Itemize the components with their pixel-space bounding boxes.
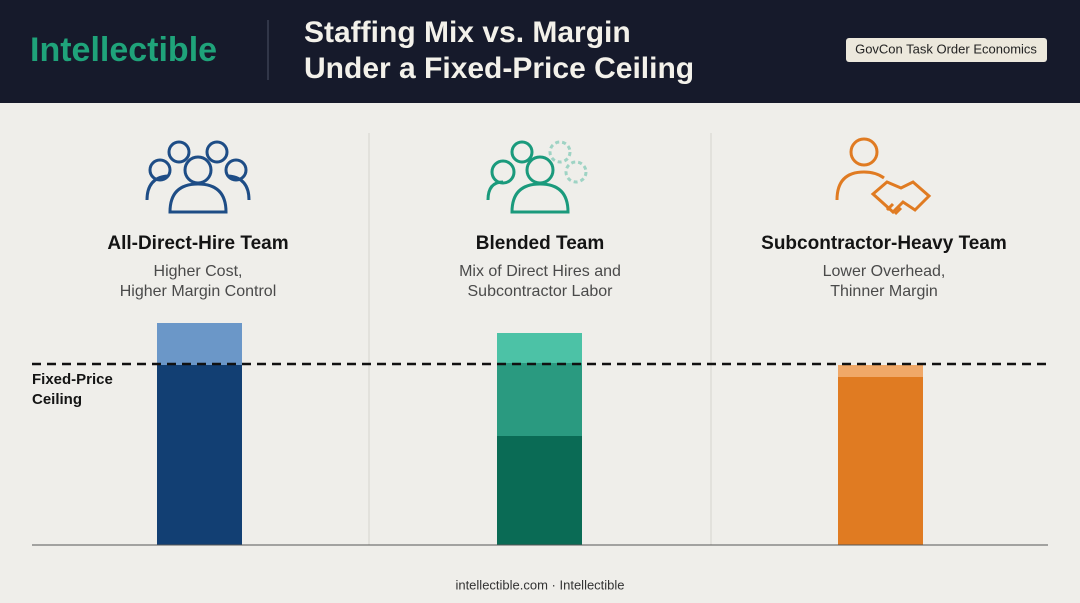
column-description: Thinner Margin: [830, 283, 938, 300]
column-description: Higher Cost,: [154, 263, 243, 280]
team-icon: [145, 140, 251, 214]
column-description: Lower Overhead,: [823, 263, 946, 280]
handshake-icon: [835, 137, 932, 216]
bar-segment: [838, 377, 923, 545]
ceiling-label: Fixed-Price: [32, 371, 113, 388]
bar-segment: [838, 365, 923, 377]
title-line: Under a Fixed-Price Ceiling: [304, 52, 694, 85]
blended-icon: [486, 140, 588, 214]
bar-segment: [497, 363, 582, 436]
bar-segment: [157, 365, 242, 545]
column-description: Subcontractor Labor: [468, 283, 614, 300]
column-description: Mix of Direct Hires and: [459, 263, 621, 280]
logo: Intellectible: [30, 31, 217, 69]
badge: [846, 38, 1047, 62]
title-line: Staffing Mix vs. Margin: [304, 16, 631, 49]
footer: intellectible.com · Intellectible: [455, 577, 624, 592]
badge-text: GovCon Task Order Economics: [855, 41, 1037, 56]
column-heading: Subcontractor-Heavy Team: [761, 233, 1007, 254]
bar-segment: [497, 333, 582, 363]
column-heading: All-Direct-Hire Team: [107, 233, 288, 254]
bar-segment: [497, 436, 582, 545]
bar-segment: [157, 323, 242, 365]
column-description: Higher Margin Control: [120, 283, 277, 300]
ceiling-label: Ceiling: [32, 391, 82, 408]
column-heading: Blended Team: [476, 233, 604, 254]
